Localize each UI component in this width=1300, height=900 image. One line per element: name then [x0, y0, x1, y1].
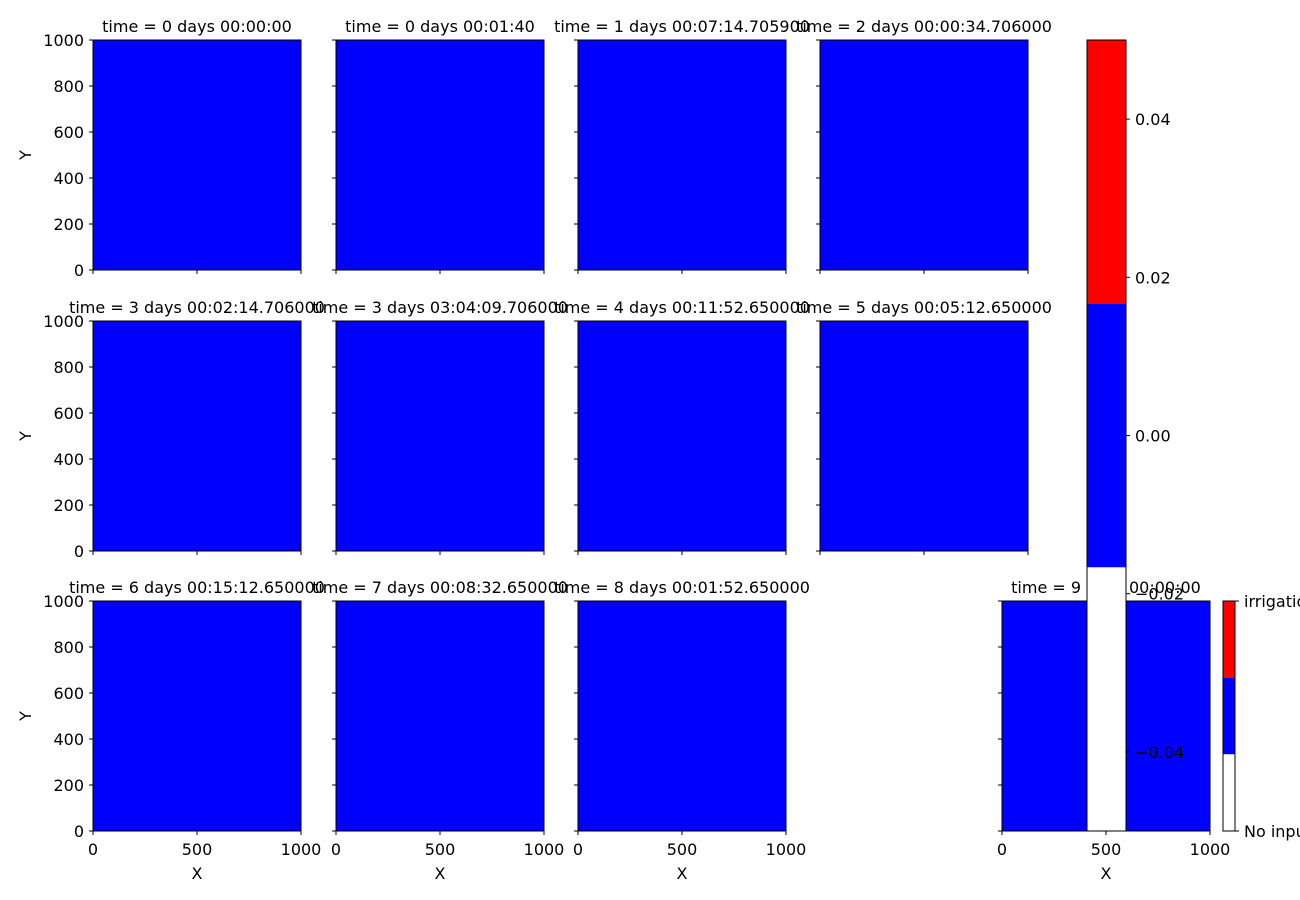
x-axis-label: X — [1101, 864, 1112, 883]
category-frame — [1222, 600, 1236, 832]
x-tick-label: 1000 — [524, 840, 565, 859]
heatmap-cell — [820, 40, 1028, 270]
panel-title: time = 1 days 00:07:14.705900 — [554, 17, 810, 36]
panel-1 — [332, 39, 545, 274]
heatmap-cell — [93, 321, 301, 551]
y-axis-label: Y — [16, 711, 35, 722]
x-tick-label: 1000 — [1190, 840, 1231, 859]
y-tick-label: 600 — [53, 404, 84, 423]
panel-7 — [816, 320, 1029, 555]
panel-title: time = 6 days 00:15:12.650000 — [69, 578, 325, 597]
colorbar-segment — [1087, 40, 1126, 304]
colorbar-tick-label: 0.02 — [1135, 268, 1171, 287]
heatmap-cell — [336, 321, 544, 551]
x-axis-label: X — [192, 864, 203, 883]
y-tick-label: 200 — [53, 776, 84, 795]
y-tick-label: 0 — [74, 542, 84, 561]
panel-title: time = 3 days 00:02:14.706000 — [69, 298, 325, 317]
panel-title: time = 5 days 00:05:12.650000 — [796, 298, 1052, 317]
y-tick-label: 0 — [74, 822, 84, 841]
x-tick-label: 500 — [667, 840, 698, 859]
x-tick-label: 0 — [88, 840, 98, 859]
colorbar-categories — [1222, 600, 1239, 832]
y-tick-label: 200 — [53, 496, 84, 515]
x-tick-label: 500 — [182, 840, 213, 859]
x-axis-label: X — [435, 864, 446, 883]
panel-3 — [816, 39, 1029, 274]
panel-5 — [332, 320, 545, 555]
y-tick-label: 1000 — [43, 592, 84, 611]
x-tick-label: 0 — [331, 840, 341, 859]
category-swatch — [1223, 601, 1235, 678]
heatmap-cell — [93, 601, 301, 831]
panel-title: time = 8 days 00:01:52.650000 — [554, 578, 810, 597]
heatmap-cell — [578, 40, 786, 270]
panel-0 — [89, 39, 302, 274]
category-label-no-input: No input — [1244, 822, 1300, 841]
x-tick-label: 500 — [1091, 840, 1122, 859]
x-tick-label: 1000 — [766, 840, 807, 859]
panel-4 — [89, 320, 302, 555]
panel-2 — [574, 39, 787, 274]
y-tick-label: 600 — [53, 684, 84, 703]
heatmap-cell — [336, 40, 544, 270]
colorbar-main — [1086, 39, 1130, 832]
colorbar-tick-label: 0.00 — [1135, 427, 1171, 446]
x-axis-label: X — [677, 864, 688, 883]
y-tick-label: 800 — [53, 638, 84, 657]
panel-title: time = 4 days 00:11:52.650000 — [554, 298, 810, 317]
colorbar-tick-label: 0.04 — [1135, 110, 1171, 129]
heatmap-cell — [578, 321, 786, 551]
y-tick-label: 400 — [53, 450, 84, 469]
x-tick-label: 1000 — [281, 840, 322, 859]
x-tick-label: 500 — [425, 840, 456, 859]
colorbar-segment — [1087, 303, 1126, 568]
category-swatch — [1223, 754, 1235, 831]
panel-title: time = 7 days 00:08:32.650000 — [312, 578, 568, 597]
heatmap-cell — [93, 40, 301, 270]
panel-10 — [574, 600, 787, 835]
panel-title: time = 3 days 03:04:09.706000 — [312, 298, 568, 317]
colorbar-segment — [1087, 567, 1126, 831]
category-swatch — [1223, 677, 1235, 755]
y-tick-label: 600 — [53, 123, 84, 142]
y-axis-label: Y — [16, 150, 35, 161]
panel-title: time = 0 days 00:01:40 — [345, 17, 535, 36]
y-tick-label: 0 — [74, 261, 84, 280]
heatmap-cell — [336, 601, 544, 831]
y-axis-label: Y — [16, 431, 35, 442]
y-tick-label: 1000 — [43, 312, 84, 331]
y-tick-label: 200 — [53, 215, 84, 234]
panel-title: time = 0 days 00:00:00 — [102, 17, 292, 36]
y-tick-label: 800 — [53, 77, 84, 96]
colorbar-tick-label: −0.04 — [1135, 743, 1184, 762]
panel-8 — [89, 600, 302, 835]
x-tick-label: 0 — [573, 840, 583, 859]
colorbar-tick-label: −0.02 — [1135, 585, 1184, 604]
panel-9 — [332, 600, 545, 835]
y-tick-label: 800 — [53, 358, 84, 377]
y-tick-label: 1000 — [43, 31, 84, 50]
y-tick-label: 400 — [53, 169, 84, 188]
x-tick-label: 0 — [997, 840, 1007, 859]
heatmap-cell — [820, 321, 1028, 551]
panel-title: time = 2 days 00:00:34.706000 — [796, 17, 1052, 36]
heatmap-cell — [578, 601, 786, 831]
panel-6 — [574, 320, 787, 555]
category-label-irrigation: irrigation — [1244, 592, 1300, 611]
y-tick-label: 400 — [53, 730, 84, 749]
